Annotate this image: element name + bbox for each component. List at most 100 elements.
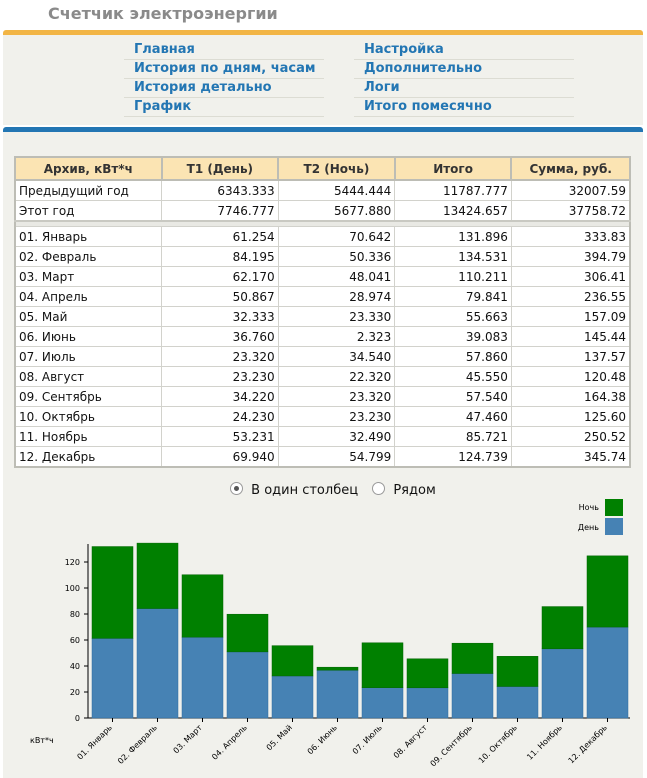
table-cell: 62.170 <box>161 266 279 287</box>
archive-table: Архив, кВт*ч T1 (День) T2 (Ночь) Итого С… <box>14 156 631 468</box>
summary-row: Этот год 7746.777 5677.880 13424.657 37758.7… <box>14 200 631 222</box>
radio-button-icon[interactable] <box>230 482 243 495</box>
nav-link-settings[interactable]: Настройка <box>354 41 574 60</box>
bar-night <box>496 656 539 687</box>
table-row: 11. Ноябрь 53.231 32.490 85.721 250.52 <box>14 426 631 447</box>
table-row: 08. Август 23.230 22.320 45.550 120.48 <box>14 366 631 387</box>
table-row: 10. Октябрь 24.230 23.230 47.460 125.60 <box>14 406 631 427</box>
column-header: Архив, кВт*ч <box>14 156 163 181</box>
table-cell: 236.55 <box>510 286 631 307</box>
bar-day <box>316 669 359 719</box>
bar-night <box>226 613 269 653</box>
table-cell: 70.642 <box>277 226 396 247</box>
row-label: Этот год <box>14 200 163 222</box>
row-label: 01. Январь <box>14 226 163 247</box>
table-cell: 28.974 <box>277 286 396 307</box>
x-tick-label: 03. Март <box>172 723 205 756</box>
column-header: T1 (День) <box>160 156 280 181</box>
table-cell: 57.860 <box>394 346 512 367</box>
table-cell: 110.211 <box>394 266 512 287</box>
x-tick-label: 08. Август <box>392 723 429 760</box>
y-tick-label: 100 <box>65 584 80 593</box>
row-label: 10. Октябрь <box>14 406 163 427</box>
bar-day <box>136 608 179 719</box>
x-tick-label: 02. Февраль <box>116 723 159 766</box>
table-cell: 137.57 <box>510 346 631 367</box>
table-cell: 23.320 <box>161 346 279 367</box>
nav-link-logs[interactable]: Логи <box>354 79 574 98</box>
table-cell: 23.330 <box>277 306 396 327</box>
bar-night <box>136 542 179 609</box>
table-cell: 53.231 <box>161 426 279 447</box>
table-cell: 36.760 <box>161 326 279 347</box>
table-cell: 23.230 <box>277 406 396 427</box>
bar-day <box>226 651 269 719</box>
row-label: 11. Ноябрь <box>14 426 163 447</box>
row-label: Предыдущий год <box>14 179 163 201</box>
table-cell: 32007.59 <box>510 179 631 201</box>
bar-night <box>91 546 134 639</box>
table-cell: 157.09 <box>510 306 631 327</box>
table-row: 04. Апрель 50.867 28.974 79.841 236.55 <box>14 286 631 307</box>
summary-row: Предыдущий год 6343.333 5444.444 11787.777 3… <box>14 179 631 201</box>
legend-label-day: День <box>578 523 599 532</box>
table-cell: 69.940 <box>161 446 279 468</box>
bar-night <box>406 658 449 689</box>
table-cell: 120.48 <box>510 366 631 387</box>
row-label: 12. Декабрь <box>14 446 163 468</box>
table-cell: 7746.777 <box>161 200 279 222</box>
table-row: 02. Февраль 84.195 50.336 134.531 394.79 <box>14 246 631 267</box>
x-tick-label: 11. Ноябрь <box>525 723 564 762</box>
table-row: 05. Май 32.333 23.330 55.663 157.09 <box>14 306 631 327</box>
y-tick-label: 80 <box>70 610 80 619</box>
bar-day <box>451 673 494 719</box>
bar-night <box>586 555 629 628</box>
radio-button-icon[interactable] <box>372 482 386 495</box>
row-label: 02. Февраль <box>14 246 163 267</box>
radio-side-by-side[interactable]: Рядом <box>372 482 436 498</box>
table-cell: 125.60 <box>510 406 631 427</box>
row-label: 08. Август <box>14 366 163 387</box>
x-tick-label: 12. Декабрь <box>567 723 610 766</box>
table-cell: 61.254 <box>161 226 279 247</box>
table-cell: 37758.72 <box>510 200 631 222</box>
bar-night <box>181 574 224 638</box>
table-cell: 85.721 <box>394 426 512 447</box>
x-tick-label: 05. Май <box>265 723 294 752</box>
table-row: 12. Декабрь 69.940 54.799 124.739 345.74 <box>14 446 631 468</box>
table-cell: 5677.880 <box>277 200 396 222</box>
column-header: Итого <box>393 156 513 181</box>
y-tick-label: 20 <box>70 688 80 697</box>
table-cell: 250.52 <box>510 426 631 447</box>
table-cell: 32.333 <box>161 306 279 327</box>
y-tick-label: 0 <box>75 714 80 723</box>
table-cell: 50.867 <box>161 286 279 307</box>
table-row: 03. Март 62.170 48.041 110.211 306.41 <box>14 266 631 287</box>
nav-link-home[interactable]: Главная <box>124 41 324 60</box>
radio-single-column[interactable]: В один столбец <box>230 482 362 498</box>
radio-label: Рядом <box>393 483 436 498</box>
x-tick-label: 06. Июнь <box>306 723 339 756</box>
nav-link-history-days-hours[interactable]: История по дням, часам <box>124 60 324 79</box>
nav-link-history-detail[interactable]: История детально <box>124 79 324 98</box>
x-tick-label: 07. Июль <box>351 723 384 756</box>
row-label: 04. Апрель <box>14 286 163 307</box>
top-accent-bar <box>3 30 643 35</box>
table-cell: 306.41 <box>510 266 631 287</box>
view-mode-group: В один столбец Рядом <box>230 482 436 498</box>
table-row: 06. Июнь 36.760 2.323 39.083 145.44 <box>14 326 631 347</box>
row-label: 06. Июнь <box>14 326 163 347</box>
table-cell: 54.799 <box>277 446 396 468</box>
page-title: Счетчик электроэнергии <box>48 4 278 23</box>
bar-day <box>271 675 314 719</box>
table-cell: 394.79 <box>510 246 631 267</box>
table-row: 09. Сентябрь 34.220 23.320 57.540 164.38 <box>14 386 631 407</box>
x-tick-label: 10. Октябрь <box>477 723 519 765</box>
table-row: 01. Январь 61.254 70.642 131.896 333.83 <box>14 226 631 247</box>
nav-link-monthly-totals[interactable]: Итого помесячно <box>354 98 574 117</box>
nav-link-additional[interactable]: Дополнительно <box>354 60 574 79</box>
nav-link-graph[interactable]: График <box>124 98 324 117</box>
bar-day <box>91 638 134 719</box>
table-cell: 79.841 <box>394 286 512 307</box>
table-row: 07. Июль 23.320 34.540 57.860 137.57 <box>14 346 631 367</box>
